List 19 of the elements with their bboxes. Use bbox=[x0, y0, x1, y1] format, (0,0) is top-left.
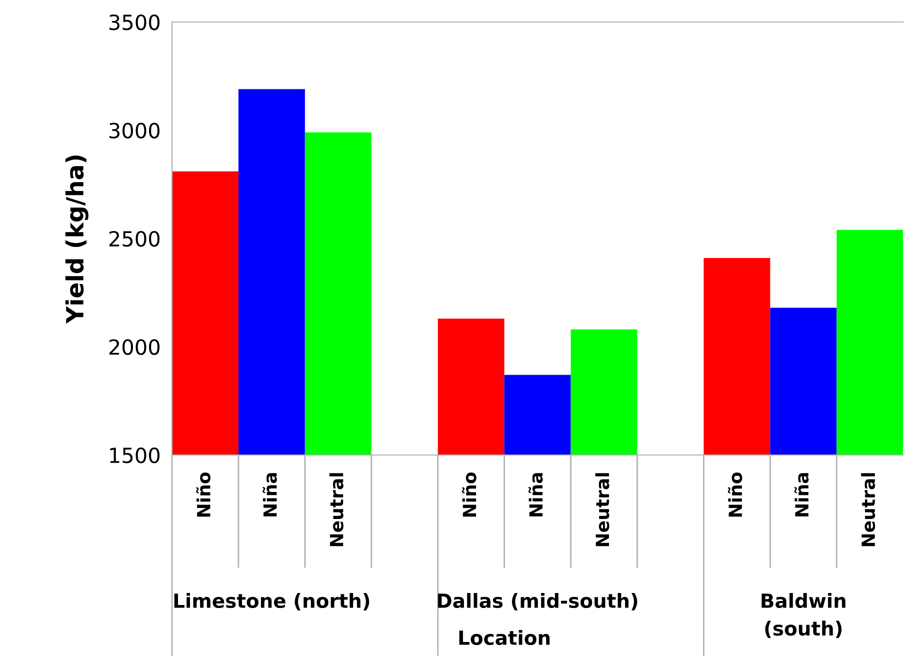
x-tick-label: Niño bbox=[196, 472, 210, 517]
y-tick-label: 2000 bbox=[109, 339, 160, 355]
y-tick-label: 3500 bbox=[109, 14, 160, 30]
x-tick-label: Niño bbox=[728, 472, 742, 517]
x-tick-label: Neutral bbox=[861, 473, 876, 546]
x-axis-title: Location bbox=[459, 630, 550, 646]
y-tick-label: 1500 bbox=[110, 447, 160, 464]
x-tick-label: Neutral bbox=[329, 473, 344, 546]
x-tick-label: Niña bbox=[794, 473, 809, 516]
x-tick-label: Niña bbox=[528, 473, 543, 516]
y-axis-title: Yield (kg/ha) bbox=[65, 156, 88, 324]
text: Limestone (north) bbox=[174, 593, 370, 610]
text: Dallas (mid-south) bbox=[438, 593, 638, 610]
y-tick-label: 3000 bbox=[109, 122, 160, 138]
text: Baldwin (south) bbox=[762, 593, 846, 638]
x-tick-label: Niño bbox=[462, 472, 476, 517]
x-tick-label: Niña bbox=[262, 473, 277, 516]
y-tick-label: 2500 bbox=[109, 230, 160, 247]
x-tick-label: Neutral bbox=[595, 473, 610, 546]
